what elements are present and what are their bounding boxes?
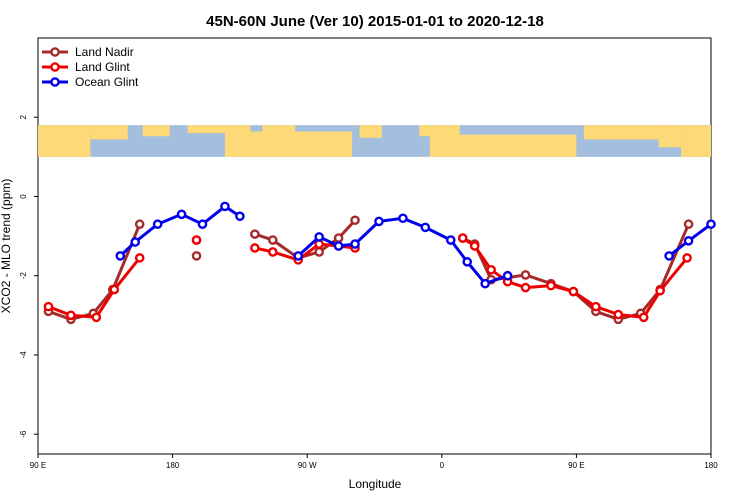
map-land <box>429 134 577 157</box>
data-point <box>115 251 126 261</box>
series-layer <box>43 201 716 325</box>
data-point <box>520 270 531 280</box>
data-point <box>374 216 384 227</box>
data-point <box>420 222 431 233</box>
data-point <box>486 264 496 275</box>
y-tick-label: 0 <box>19 194 28 199</box>
data-point <box>333 233 344 243</box>
data-point <box>220 201 230 212</box>
map-land <box>681 125 711 157</box>
y-axis-label: XCO2 - MLO trend (ppm) <box>0 179 13 314</box>
legend-item: Land Nadir <box>42 45 134 59</box>
data-point <box>568 286 579 297</box>
y-tick-label: -6 <box>19 430 28 438</box>
data-point <box>197 219 208 230</box>
map-land <box>262 125 296 132</box>
y-axis: 2 0 -2 -4 -6 <box>19 114 38 438</box>
x-axis: 90 E 180 90 W 0 90 E 180 <box>30 454 718 470</box>
legend-item: Land Glint <box>42 60 130 74</box>
data-point <box>235 211 245 222</box>
series-line <box>462 223 690 321</box>
data-point <box>250 229 260 239</box>
data-point <box>591 301 601 312</box>
map-land <box>419 125 460 137</box>
data-point <box>293 251 304 261</box>
data-point <box>613 309 624 320</box>
legend-item: Ocean Glint <box>42 75 139 89</box>
data-point <box>268 235 278 245</box>
y-tick-label: 2 <box>19 114 28 119</box>
map-land <box>359 125 382 138</box>
data-point <box>333 241 344 251</box>
x-tick-label: 90 E <box>30 461 46 470</box>
legend-marker <box>50 47 60 57</box>
data-point <box>152 219 163 230</box>
map-land <box>187 125 251 134</box>
legend-label: Land Glint <box>75 60 130 74</box>
world-map-band <box>38 125 711 157</box>
data-point <box>134 219 145 230</box>
data-point <box>682 253 692 263</box>
data-point <box>638 312 649 323</box>
data-point <box>655 285 665 296</box>
data-point <box>520 282 531 293</box>
legend-marker <box>50 77 60 87</box>
data-point <box>268 247 278 257</box>
x-tick-label: 180 <box>166 461 180 470</box>
chart-title: 45N-60N June (Ver 10) 2015-01-01 to 2020… <box>206 13 544 30</box>
data-point <box>314 232 324 242</box>
data-point <box>480 278 490 289</box>
data-point <box>462 257 473 267</box>
data-point <box>546 280 556 291</box>
data-point <box>398 213 408 224</box>
series-line <box>297 216 509 286</box>
data-point <box>134 253 145 263</box>
map-land <box>38 125 91 157</box>
plot-border <box>37 37 712 455</box>
data-point <box>91 312 102 323</box>
legend-label: Land Nadir <box>75 45 134 59</box>
data-point <box>664 251 674 261</box>
legend-label: Ocean Glint <box>75 75 139 89</box>
x-tick-label: 0 <box>440 461 445 470</box>
data-point <box>457 233 468 243</box>
data-point <box>130 237 141 247</box>
data-point <box>683 236 694 246</box>
data-point <box>314 247 324 257</box>
data-point <box>350 239 360 249</box>
data-point <box>683 219 694 230</box>
data-point <box>191 251 202 261</box>
x-tick-label: 90 E <box>568 461 584 470</box>
data-point <box>445 235 456 245</box>
map-land <box>583 125 667 140</box>
data-point <box>350 215 360 226</box>
data-point <box>176 209 187 220</box>
data-point <box>706 219 716 230</box>
data-point <box>502 270 513 281</box>
x-axis-label: Longitude <box>349 477 402 491</box>
y-tick-label: -2 <box>19 272 28 280</box>
map-land <box>658 125 682 148</box>
series-land-glint <box>43 233 692 323</box>
map-land <box>142 125 170 137</box>
data-point <box>109 284 120 295</box>
legend-marker <box>50 62 60 72</box>
data-point <box>191 235 202 245</box>
map-land <box>90 125 128 140</box>
series-line <box>48 223 142 321</box>
series-ocean-glint <box>115 201 716 289</box>
map-land <box>224 131 353 157</box>
x-tick-label: 180 <box>704 461 718 470</box>
data-point <box>66 310 76 321</box>
data-point <box>43 301 54 312</box>
x-tick-label: 90 W <box>298 461 317 470</box>
data-point <box>469 241 480 251</box>
data-point <box>250 243 260 253</box>
series-line <box>47 256 141 319</box>
y-tick-label: -4 <box>19 351 28 359</box>
